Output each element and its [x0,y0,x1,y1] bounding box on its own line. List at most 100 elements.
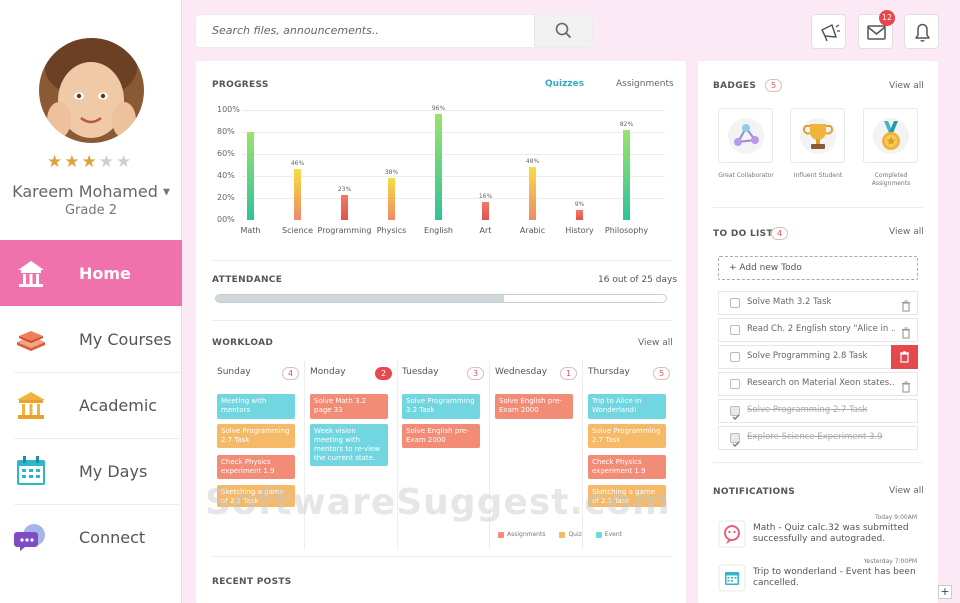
announcements-button[interactable] [811,14,846,49]
trash-icon [900,351,909,363]
todo-checkbox[interactable] [730,406,740,420]
nav-item-academic[interactable]: Academic [0,372,182,438]
badge-label: Great Collaborator [718,172,774,179]
badge-completed-assignments[interactable] [863,108,918,163]
todo-checkbox[interactable] [730,352,740,362]
x-tick-label: Programming [317,226,372,235]
workload-task[interactable]: Meeting with mentors [217,394,295,419]
bar-philosophy [623,129,630,220]
x-tick-label: English [424,226,453,235]
todo-checkbox[interactable] [730,298,740,308]
avatar[interactable] [39,38,144,143]
todo-item[interactable]: Solve Programming 2.7 Task [718,399,918,423]
add-todo-label: + Add new Todo [729,263,802,273]
recent-posts-title: RECENT POSTS [212,577,292,587]
badge-influent-student[interactable] [790,108,845,163]
tab-assignments[interactable]: Assignments [616,79,674,89]
search-input[interactable] [212,24,512,37]
nav-item-home[interactable]: Home [0,240,182,306]
messages-button[interactable]: 12 [858,10,895,49]
delete-todo-button[interactable] [891,345,918,369]
divider [713,462,923,463]
trash-icon[interactable] [901,378,911,393]
workload-task[interactable]: Trip to Alice in Wonderland! [588,394,666,419]
divider [212,556,672,557]
notifications-view-all[interactable]: View all [889,486,924,496]
gridline [242,198,665,199]
todo-item[interactable]: Read Ch. 2 English story "Alice in ... [718,318,918,342]
search-icon [555,22,571,38]
medal-icon [873,118,909,154]
trash-icon[interactable] [901,297,911,312]
todo-item[interactable]: Solve Math 3.2 Task [718,291,918,315]
todo-item[interactable]: Solve Programming 2.8 Task [718,345,918,369]
todo-item[interactable]: Research on Material Xeon states... [718,372,918,396]
workload-view-all[interactable]: View all [638,338,673,348]
tab-quizzes[interactable]: Quizzes [545,79,585,89]
legend-swatch [595,531,602,538]
workload-column-divider [489,360,490,550]
notification-text[interactable]: Math - Quiz calc.32 was submitted succes… [753,523,909,544]
workload-task[interactable]: Solve Math 3.2 page 33 [310,394,388,419]
gridline [242,110,665,111]
bar-data-label: 96% [431,105,446,113]
todo-view-all[interactable]: View all [889,227,924,237]
bar-data-label: 46% [290,160,305,168]
notification-time: Yesterday 7:00PM [863,558,917,565]
todo-label: Explore Science Experiment 3.9 [747,432,883,442]
todo-label: Solve Programming 2.7 Task [747,405,868,415]
workload-task[interactable]: Check Physics experiment 1.9 [217,455,295,479]
sidebar: ★ ★ ★ ★ ★ Kareem Mohamed ▼ Grade 2 Home My Co… [0,0,182,603]
profile-name[interactable]: Kareem Mohamed ▼ [10,182,172,201]
workload-task[interactable]: Solve Programming 3.2 Task [402,394,480,419]
notifications-button[interactable] [904,14,939,49]
megaphone-icon [821,24,840,42]
legend-label: Assignments [507,531,546,538]
attendance-bar [215,294,667,303]
notification-text[interactable]: Trip to wonderland - Event has been canc… [753,567,916,588]
nav-item-connect[interactable]: Connect [0,504,182,570]
workload-task[interactable]: Sketching a game of 2.1 Task [588,485,666,507]
workload-task[interactable]: Solve English pre-Exam 2000 [402,424,480,448]
todo-label: Solve Programming 2.8 Task [747,351,868,361]
watermark: SoftwareSuggest.com [205,482,671,523]
workload-task[interactable]: Solve Programming 2.7 Task [588,424,666,448]
workload-task[interactable]: Solve English pre-Exam 2000 [495,394,573,419]
gridline [242,154,665,155]
workload-day-sunday: Sunday [217,367,251,377]
todo-checkbox[interactable] [730,433,740,447]
workload-count-badge: 5 [653,367,670,380]
workload-task[interactable]: Check Physics experiment 1.9 [588,455,666,479]
x-tick-label: Physics [376,226,407,235]
workload-day-tuesday: Tuesday [402,367,439,377]
rating-stars: ★ ★ ★ ★ ★ [47,153,137,171]
nav-item-my-courses[interactable]: My Courses [0,306,182,372]
progress-title: PROGRESS [212,80,269,90]
bar-data-label: 82% [619,120,634,128]
scroll-corner-button[interactable]: + [938,585,952,599]
add-todo-button[interactable]: + Add new Todo [718,256,918,280]
chevron-down-icon[interactable]: ▼ [162,187,170,198]
search-button[interactable] [534,15,592,47]
workload-task[interactable]: Sketching a game of 2.1 Task [217,485,295,507]
bar-art [482,202,489,220]
y-tick-label: 40% [217,171,235,180]
divider [713,207,923,208]
todo-checkbox[interactable] [730,379,740,389]
nav-item-my-days[interactable]: My Days [0,438,182,504]
badges-view-all[interactable]: View all [889,81,924,91]
workload-task[interactable]: Week vision meeting with mentors to re-v… [310,424,388,466]
y-tick-label: 00% [217,215,235,224]
quiz-icon[interactable] [718,520,746,548]
trash-icon[interactable] [901,324,911,339]
bar-physics [388,178,395,220]
workload-day-wednesday: Wednesday [495,367,548,377]
todo-checkbox[interactable] [730,325,740,335]
calendar-icon[interactable] [718,564,746,592]
star-empty-icon: ★ [116,152,132,172]
workload-task[interactable]: Solve Programming 2.7 Task [217,424,295,448]
legend-swatch [559,531,566,538]
todo-item[interactable]: Explore Science Experiment 3.9 [718,426,918,450]
badge-great-collaborator[interactable] [718,108,773,163]
x-tick-label: Science [281,226,313,235]
